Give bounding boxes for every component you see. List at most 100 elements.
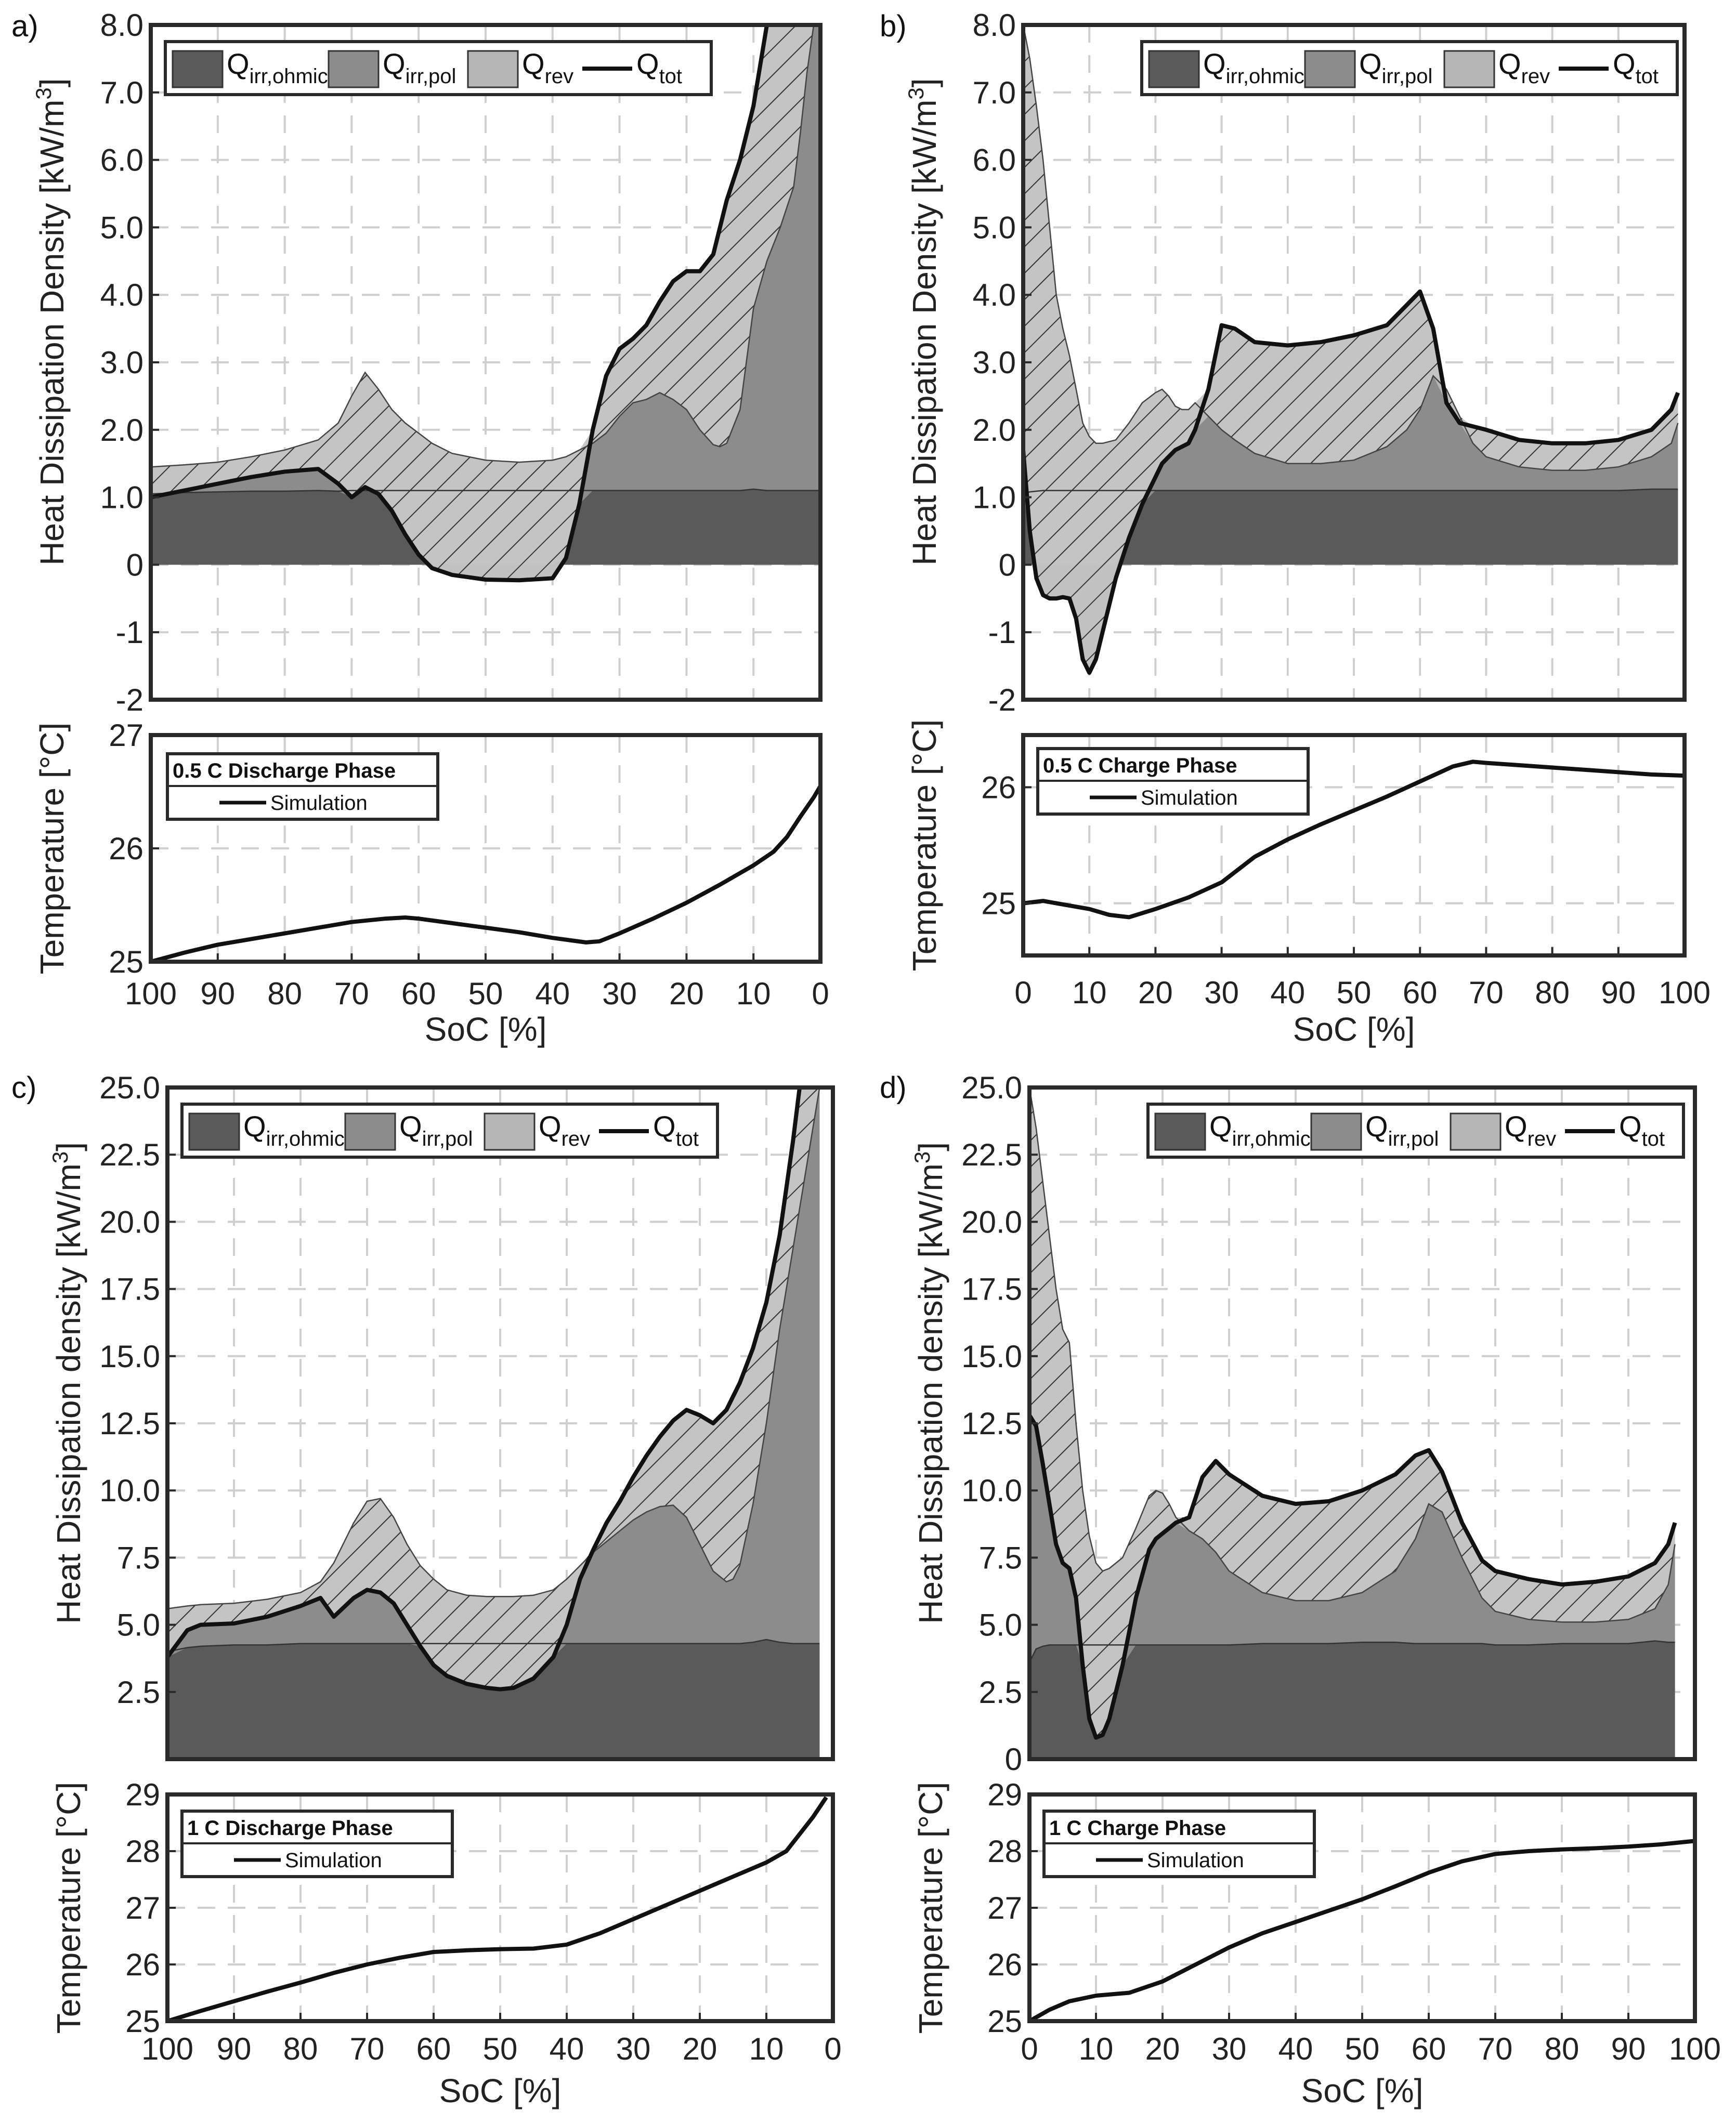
temp-plot-b: 25 26 Temperature [°C] 0 10 20 30 40 50 60 70 80 90 1… — [906, 719, 1711, 1048]
heat-ytick-label: 6.0 — [100, 143, 143, 178]
xtick-label: 100 — [1669, 2032, 1721, 2066]
heat-y-axis-label: Heat Dissipation Density [kW/m3] — [904, 78, 943, 565]
xtick-label: 80 — [283, 2032, 318, 2066]
legend-label-tot: Qtot — [653, 1110, 699, 1150]
legend-label-sub: irr,ohmic — [1232, 1128, 1311, 1150]
legend-swatch-pol — [328, 50, 380, 88]
legend-label-ohmic: Qirr,ohmic — [1209, 1110, 1311, 1150]
temp-grid — [167, 1794, 833, 2021]
q-tot-line — [1029, 1414, 1677, 1740]
xtick-label: 40 — [1270, 975, 1305, 1010]
legend-label-rev: Qrev — [539, 1110, 590, 1150]
heat-ytick-label: 20.0 — [99, 1204, 160, 1239]
legend-label-tot: Qtot — [1619, 1110, 1665, 1150]
legend-label-main: Q — [1619, 1110, 1642, 1143]
heat-ytick-label: -2 — [988, 683, 1016, 717]
legend-label-main: Q — [1203, 47, 1226, 80]
xtick-label: 20 — [669, 976, 704, 1011]
legend-label-main: Q — [243, 1110, 266, 1143]
panel-d: d) 0 2.5 5.0 7.5 10.0 12.5 15.0 17.5 20.0 22.5 25.0… — [880, 1070, 1721, 2109]
heat-areas — [151, 25, 820, 583]
legend-label-sub: irr,pol — [1382, 65, 1433, 88]
panel-label-c: c) — [11, 1071, 36, 1105]
xtick-label: 100 — [141, 2032, 193, 2066]
xtick-label: 90 — [1601, 975, 1636, 1010]
panel-label-d: d) — [880, 1071, 907, 1105]
heat-ytick-label: -2 — [116, 683, 143, 717]
xtick-label: 60 — [416, 2032, 451, 2066]
heat-y-axis-label-text: Heat Dissipation Density [kW/m — [906, 100, 943, 566]
heat-ytick-label: 4.0 — [100, 278, 143, 312]
legend-label-sub: tot — [1642, 1128, 1665, 1150]
heat-y-axis-label-end: ] — [912, 1142, 949, 1151]
heat-ytick-label: 3.0 — [973, 345, 1016, 380]
legend-c: Qirr,ohmic Qirr,pol Qrev Qtot — [180, 1103, 719, 1159]
temp-y-axis-label: Temperature [°C] — [906, 719, 943, 971]
q-tot-line — [1023, 289, 1680, 675]
legend-label-ohmic: Qirr,ohmic — [1203, 47, 1304, 88]
heat-ytick-label: 0 — [126, 547, 143, 582]
heat-ytick-label: 22.5 — [961, 1137, 1022, 1172]
legend-label-main: Q — [522, 47, 545, 80]
legend-label-sub: rev — [1528, 1128, 1557, 1150]
heat-ytick-label: -1 — [988, 615, 1016, 650]
temp-ytick-label: 26 — [125, 1947, 160, 1982]
q-irr-pol-outline — [151, 25, 820, 468]
heat-ytick-label: 8.0 — [973, 8, 1016, 43]
temp-ytick-label: 26 — [981, 770, 1016, 805]
xtick-label: 20 — [683, 2032, 717, 2066]
heat-y-axis-label: Heat Dissipation Density [kW/m3] — [31, 78, 71, 565]
phase-legend-box: 0.5 C Discharge Phase Simulation — [166, 752, 439, 821]
q-irr-pol-outline — [1023, 25, 1679, 471]
x-axis-label: SoC [%] — [1301, 2072, 1424, 2109]
q-irr-ohmic-outline — [167, 1639, 820, 1653]
heat-ytick-label: 2.5 — [979, 1675, 1022, 1710]
legend-label-sub: irr,pol — [1388, 1128, 1439, 1150]
legend-label-rev: Qrev — [1498, 47, 1550, 88]
xtick-label: 70 — [350, 2032, 385, 2066]
heat-ytick-label: 0 — [1005, 1742, 1022, 1777]
heat-ytick-label: 17.5 — [961, 1272, 1022, 1307]
xtick-label: 70 — [1478, 2032, 1513, 2066]
heat-plot-b: -2 -1 0 1.0 2.0 3.0 4.0 5.0 6.0 7.0 8.0 Heat Dissip… — [904, 8, 1687, 717]
legend-swatch-ohmic — [1154, 1112, 1206, 1151]
heat-ytick-label: 15.0 — [961, 1339, 1022, 1374]
x-axis-label: SoC [%] — [1293, 1011, 1415, 1048]
legend-label-main: Q — [1505, 1110, 1528, 1143]
heat-ytick-label: 25.0 — [99, 1070, 160, 1105]
xtick-label: 20 — [1138, 975, 1173, 1010]
xtick-label: 20 — [1145, 2032, 1180, 2066]
temp-ytick-label: 29 — [987, 1777, 1022, 1812]
temp-ytick-label: 25 — [987, 2004, 1022, 2039]
legend-label-main: Q — [1365, 1110, 1388, 1143]
simulation-label: Simulation — [1141, 787, 1238, 809]
legend-label-ohmic: Qirr,ohmic — [243, 1110, 345, 1150]
heat-y-axis-label-end: ] — [50, 1142, 87, 1151]
temperature-simulation-line — [1028, 1839, 1695, 2023]
panel-b: b) -2 -1 0 1.0 2.0 3.0 4.0 5.0 6.0 7.0 8.0 Heat Diss… — [880, 8, 1711, 1048]
q-irr-ohmic-area — [151, 489, 820, 565]
temp-ytick-label: 25 — [981, 886, 1016, 921]
temp-y-axis-label: Temperature [°C] — [50, 1782, 87, 2034]
temp-ytick-label: 27 — [987, 1891, 1022, 1925]
heat-ytick-label: 2.0 — [100, 413, 143, 448]
legend-swatch-pol — [1304, 50, 1356, 88]
q-irr-ohmic-area — [1023, 489, 1678, 565]
q-rev-negative-hatch — [1023, 25, 1678, 673]
xtick-label: 80 — [267, 976, 302, 1011]
xtick-label: 100 — [1659, 975, 1711, 1010]
legend-label-sub: irr,ohmic — [250, 65, 328, 88]
heat-ytick-label: 7.0 — [100, 75, 143, 110]
heat-ytick-label: 5.0 — [973, 210, 1016, 245]
heat-ytick-label: -1 — [116, 615, 143, 650]
heat-ytick-label: 22.5 — [99, 1137, 160, 1172]
heat-ytick-label: 15.0 — [99, 1339, 160, 1374]
xtick-label: 40 — [550, 2032, 584, 2066]
heat-ytick-label: 1.0 — [973, 480, 1016, 515]
legend-label-pol: Qirr,pol — [399, 1110, 473, 1150]
legend-d: Qirr,ohmic Qirr,pol Qrev Qtot — [1146, 1103, 1685, 1159]
xtick-label: 30 — [602, 976, 637, 1011]
xtick-label: 60 — [1403, 975, 1438, 1010]
simulation-label: Simulation — [285, 1849, 382, 1872]
